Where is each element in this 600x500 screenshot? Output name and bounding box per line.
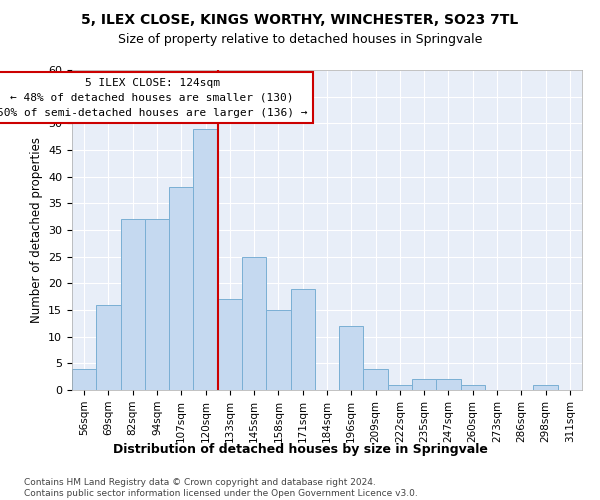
Bar bbox=[533, 384, 558, 390]
Bar bbox=[169, 188, 193, 390]
Bar bbox=[121, 220, 145, 390]
Bar bbox=[193, 128, 218, 390]
Bar bbox=[290, 288, 315, 390]
Bar bbox=[412, 380, 436, 390]
Bar bbox=[388, 384, 412, 390]
Bar bbox=[145, 220, 169, 390]
Bar bbox=[436, 380, 461, 390]
Text: Distribution of detached houses by size in Springvale: Distribution of detached houses by size … bbox=[113, 442, 487, 456]
Text: 5, ILEX CLOSE, KINGS WORTHY, WINCHESTER, SO23 7TL: 5, ILEX CLOSE, KINGS WORTHY, WINCHESTER,… bbox=[82, 12, 518, 26]
Text: Size of property relative to detached houses in Springvale: Size of property relative to detached ho… bbox=[118, 32, 482, 46]
Bar bbox=[242, 256, 266, 390]
Y-axis label: Number of detached properties: Number of detached properties bbox=[29, 137, 43, 323]
Bar bbox=[96, 304, 121, 390]
Text: 5 ILEX CLOSE: 124sqm
← 48% of detached houses are smaller (130)
50% of semi-deta: 5 ILEX CLOSE: 124sqm ← 48% of detached h… bbox=[0, 78, 307, 118]
Bar bbox=[364, 368, 388, 390]
Bar bbox=[72, 368, 96, 390]
Bar bbox=[461, 384, 485, 390]
Bar bbox=[218, 300, 242, 390]
Text: Contains HM Land Registry data © Crown copyright and database right 2024.
Contai: Contains HM Land Registry data © Crown c… bbox=[24, 478, 418, 498]
Bar bbox=[266, 310, 290, 390]
Bar bbox=[339, 326, 364, 390]
